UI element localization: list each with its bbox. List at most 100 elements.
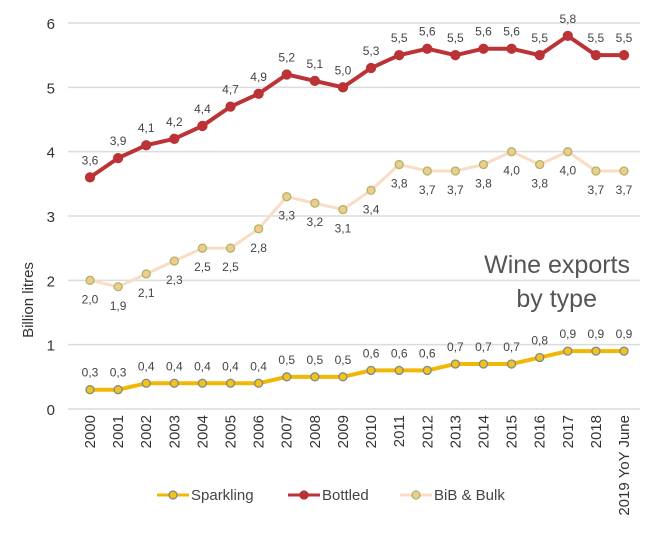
- data-label: 4,1: [138, 121, 155, 135]
- data-label: 5,5: [447, 31, 464, 45]
- data-label: 0,6: [363, 346, 380, 360]
- data-point: [141, 269, 151, 279]
- data-label: 2,0: [82, 292, 99, 306]
- y-tick-label: 1: [47, 338, 55, 355]
- data-label: 4,2: [166, 115, 183, 129]
- data-label: 3,3: [278, 209, 295, 223]
- data-label: 3,2: [306, 215, 323, 229]
- y-tick-label: 2: [47, 273, 55, 290]
- legend-label: Bottled: [322, 487, 369, 504]
- data-point: [113, 282, 123, 292]
- series-sparkling: 0,3 0,3 0,4 0,4 0,4 0,4 0,4 0,5 0,5 0,5 0,6 0,6 0,6 0…: [82, 327, 633, 395]
- data-label: 0,4: [138, 359, 155, 373]
- data-label: 5,5: [531, 31, 548, 45]
- data-point: [112, 152, 124, 164]
- y-tick-label: 4: [47, 145, 55, 162]
- data-label: 2,8: [250, 241, 267, 255]
- data-point: [253, 224, 264, 234]
- data-point: [506, 359, 517, 369]
- data-point: [197, 243, 208, 253]
- chart-title-line-2: by type: [516, 285, 597, 313]
- data-point: [394, 365, 404, 376]
- data-point: [535, 159, 545, 170]
- data-point: [450, 166, 461, 176]
- data-label: 3,4: [363, 202, 380, 216]
- data-point: [618, 50, 630, 61]
- data-label: 5,3: [363, 44, 380, 58]
- data-label: 5,0: [335, 63, 352, 77]
- y-axis-ticks: 0 1 2 3 4 5 6: [47, 16, 55, 419]
- data-label: 3,8: [391, 177, 408, 191]
- x-tick-label: 2012: [419, 415, 436, 448]
- data-point: [253, 378, 264, 388]
- data-label: 0,6: [391, 346, 408, 360]
- data-label: 2,3: [166, 273, 183, 287]
- gridlines: [68, 22, 640, 410]
- data-label: 0,9: [588, 327, 605, 341]
- data-point: [169, 378, 179, 388]
- legend-label: BiB & Bulk: [434, 487, 505, 504]
- data-point: [619, 166, 629, 176]
- y-tick-label: 0: [47, 402, 55, 419]
- data-label: 0,3: [110, 366, 127, 380]
- x-tick-label: 2001: [110, 415, 127, 448]
- data-point: [422, 365, 432, 376]
- x-tick-label: 2008: [307, 415, 324, 448]
- data-point: [563, 346, 573, 356]
- data-label: 2,5: [194, 260, 211, 274]
- series-line: [90, 349, 624, 392]
- data-label: 0,7: [475, 340, 492, 354]
- series-layer: 2,0 1,92,12,32,5 2,52,83,3 3,2 3,13,43,8 3,7 3…: [82, 12, 633, 395]
- x-tick-label: 2002: [138, 415, 155, 448]
- data-point: [591, 166, 601, 176]
- data-point: [338, 372, 348, 382]
- data-label: 0,5: [278, 353, 295, 367]
- data-label: 2,5: [222, 260, 239, 274]
- data-label: 2,1: [138, 286, 155, 300]
- data-label: 5,8: [559, 12, 576, 26]
- data-point: [282, 192, 292, 202]
- x-tick-label: 2019 YoY June: [616, 415, 633, 516]
- data-point: [506, 147, 517, 157]
- data-point: [141, 378, 151, 388]
- data-point: [366, 185, 376, 195]
- x-tick-label: 2007: [279, 415, 296, 448]
- data-label: 3,8: [475, 177, 492, 191]
- data-point: [506, 43, 517, 54]
- data-point: [450, 50, 461, 61]
- data-label: 5,5: [391, 31, 408, 45]
- data-point: [366, 365, 376, 376]
- data-label: 3,7: [616, 183, 633, 197]
- data-point: [591, 346, 601, 356]
- data-label: 3,1: [335, 222, 352, 236]
- data-label: 5,6: [475, 25, 492, 39]
- x-tick-label: 2005: [223, 415, 240, 448]
- data-point: [337, 82, 349, 93]
- data-label: 3,7: [419, 183, 436, 197]
- data-point: [590, 50, 602, 61]
- x-tick-label: 2000: [82, 415, 99, 448]
- data-point: [422, 166, 432, 176]
- y-tick-label: 3: [47, 209, 55, 226]
- legend-item: Bottled: [288, 487, 369, 504]
- data-label: 3,9: [110, 134, 127, 148]
- data-point: [394, 159, 404, 170]
- data-label: 5,1: [306, 57, 323, 71]
- data-label: 0,6: [419, 346, 436, 360]
- legend: Sparkling Bottled BiB & Bulk: [157, 487, 505, 504]
- data-point: [478, 159, 489, 170]
- data-label: 3,7: [588, 183, 605, 197]
- data-point: [282, 372, 292, 382]
- data-point: [535, 352, 545, 363]
- y-tick-label: 5: [47, 80, 55, 97]
- data-label: 3,6: [82, 153, 99, 167]
- data-label: 0,4: [250, 359, 267, 373]
- x-tick-label: 2014: [475, 415, 492, 448]
- data-point: [478, 359, 489, 369]
- series-bottled: 3,6 3,9 4,1 4,2 4,4 4,7 4,9 5,2 5,1 5,0 5,3 5,5 5,6 5…: [82, 12, 633, 183]
- data-point: [534, 50, 545, 61]
- data-point: [338, 204, 348, 215]
- legend-item: Sparkling: [157, 487, 254, 504]
- data-label: 5,6: [419, 25, 436, 39]
